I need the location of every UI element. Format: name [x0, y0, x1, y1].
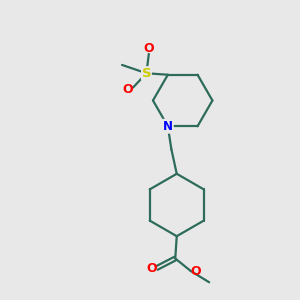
Text: O: O	[191, 265, 201, 278]
Text: N: N	[163, 120, 173, 133]
Text: O: O	[146, 262, 157, 275]
Text: S: S	[142, 67, 151, 80]
Text: O: O	[122, 82, 133, 95]
Text: O: O	[143, 42, 154, 55]
